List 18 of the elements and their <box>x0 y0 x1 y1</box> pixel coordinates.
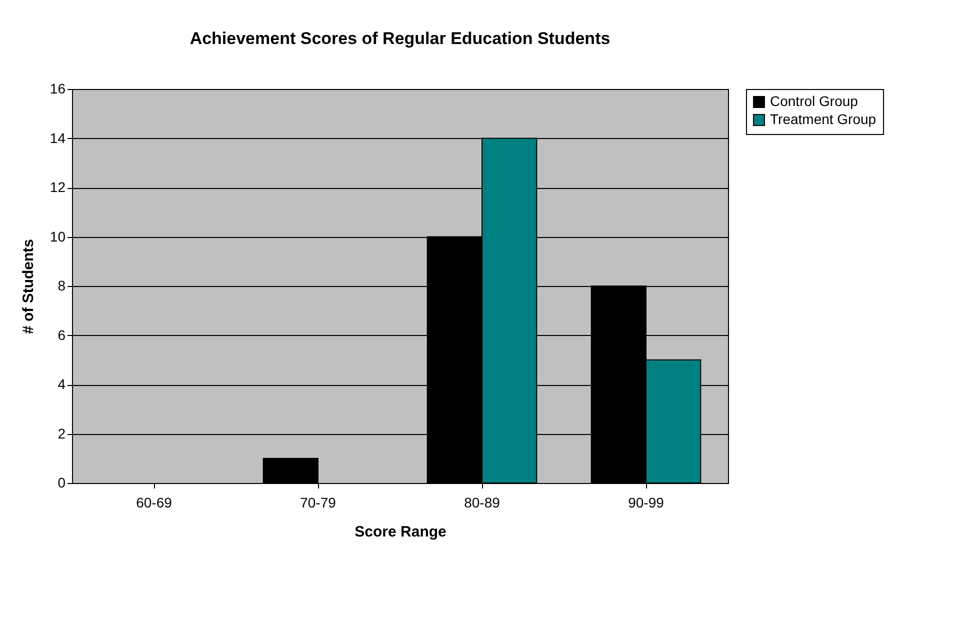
y-tick-label: 8 <box>58 278 66 294</box>
chart-title: Achievement Scores of Regular Education Students <box>190 29 610 48</box>
y-tick-label: 6 <box>58 326 66 343</box>
y-tick-label: 4 <box>58 376 66 392</box>
y-tick-label: 0 <box>58 474 66 490</box>
y-tick-label: 10 <box>50 228 66 244</box>
legend-label: Control Group <box>770 93 858 109</box>
y-tick-label: 12 <box>50 179 66 195</box>
x-tick-label: 60-69 <box>136 494 172 510</box>
y-tick-label: 2 <box>58 425 66 442</box>
x-tick-label: 70-79 <box>300 494 336 510</box>
x-tick-label: 90-99 <box>628 494 664 510</box>
legend-label: Treatment Group <box>770 111 876 127</box>
y-tick-label: 16 <box>50 80 66 96</box>
x-axis-title: Score Range <box>354 524 446 540</box>
y-axis-title: # of Students <box>20 238 37 334</box>
x-tick-label: 80-89 <box>464 494 500 510</box>
y-tick-label: 14 <box>50 130 66 146</box>
